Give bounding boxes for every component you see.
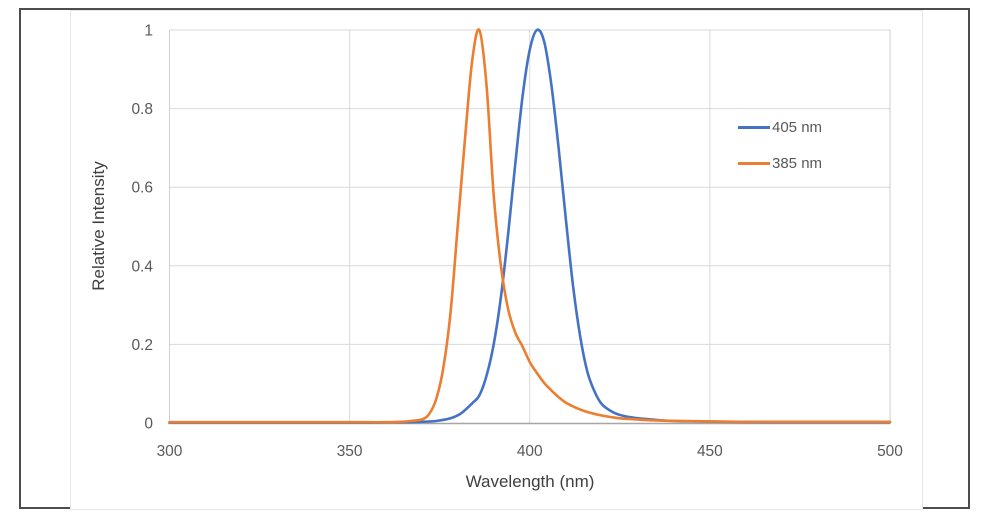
legend-line-swatch-385nm xyxy=(738,162,770,165)
legend-label-405nm: 405 nm xyxy=(772,119,823,136)
x-tick-label-300: 300 xyxy=(157,443,183,460)
chart-object-area xyxy=(70,10,923,510)
x-tick-label-400: 400 xyxy=(517,443,543,460)
y-tick-label-0.4: 0.4 xyxy=(131,258,153,275)
y-tick-label-0: 0 xyxy=(144,416,153,433)
x-tick-label-350: 350 xyxy=(337,443,363,460)
x-axis-title: Wavelength (nm) xyxy=(466,472,595,491)
gridlines xyxy=(169,29,890,423)
legend-item-405nm: 405 nm xyxy=(738,118,822,137)
x-tick-label-450: 450 xyxy=(697,443,723,460)
legend-item-385nm: 385 nm xyxy=(738,154,822,173)
y-tick-label-1: 1 xyxy=(144,23,153,40)
series-curves xyxy=(168,28,892,424)
y-tick-label-0.8: 0.8 xyxy=(131,101,153,118)
legend-label-385nm: 385 nm xyxy=(772,155,823,172)
legend: 405 nm 385 nm xyxy=(738,118,822,190)
tick-labels: 0 0.2 0.4 0.6 0.8 1 300 350 400 450 500 xyxy=(131,23,903,461)
x-tick-label-500: 500 xyxy=(877,443,903,460)
y-tick-label-0.2: 0.2 xyxy=(131,337,153,354)
legend-line-swatch-405nm xyxy=(738,126,770,129)
y-tick-label-0.6: 0.6 xyxy=(131,180,153,197)
series-curve-385nm xyxy=(168,28,892,424)
y-axis-title: Relative Intensity xyxy=(89,161,108,291)
